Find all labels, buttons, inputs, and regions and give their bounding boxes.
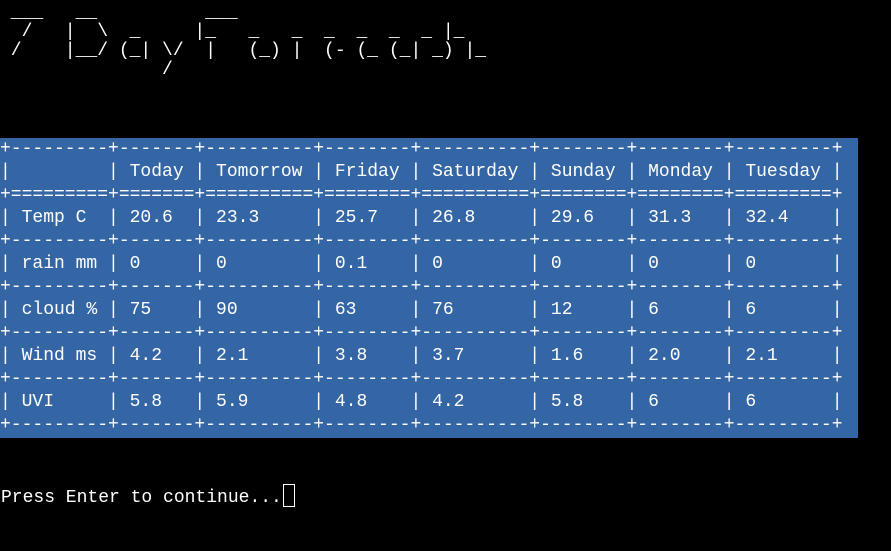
- table-border: +---------+-------+----------+--------+-…: [0, 415, 843, 435]
- ascii-title-banner: ___ __ ___ / | \ _ |_ _ _ _ _ _ _ |_ / |…: [10, 3, 487, 80]
- table-row: | UVI | 5.8 | 5.9 | 4.8 | 4.2 | 5.8 | 6 …: [0, 392, 843, 412]
- prompt-text: Press Enter to continue...: [1, 488, 282, 508]
- forecast-table-text: +---------+-------+----------+--------+-…: [0, 138, 858, 437]
- table-row: | rain mm | 0 | 0 | 0.1 | 0 | 0 | 0 | 0 …: [0, 254, 843, 274]
- table-border: +---------+-------+----------+--------+-…: [0, 369, 843, 389]
- table-row: | Temp C | 20.6 | 23.3 | 25.7 | 26.8 | 2…: [0, 208, 843, 228]
- text-cursor: [282, 484, 295, 507]
- table-header-row: | | Today | Tomorrow | Friday | Saturday…: [0, 162, 843, 182]
- table-row: | Wind ms | 4.2 | 2.1 | 3.8 | 3.7 | 1.6 …: [0, 346, 843, 366]
- forecast-table: +---------+-------+----------+--------+-…: [0, 138, 858, 438]
- table-border: +---------+-------+----------+--------+-…: [0, 231, 843, 251]
- table-header-separator: +=========+=======+==========+========+=…: [0, 185, 843, 205]
- table-border: +---------+-------+----------+--------+-…: [0, 323, 843, 343]
- continue-prompt[interactable]: Press Enter to continue...: [1, 484, 295, 510]
- table-border: +---------+-------+----------+--------+-…: [0, 139, 843, 159]
- table-border: +---------+-------+----------+--------+-…: [0, 277, 843, 297]
- table-row: | cloud % | 75 | 90 | 63 | 76 | 12 | 6 |…: [0, 300, 843, 320]
